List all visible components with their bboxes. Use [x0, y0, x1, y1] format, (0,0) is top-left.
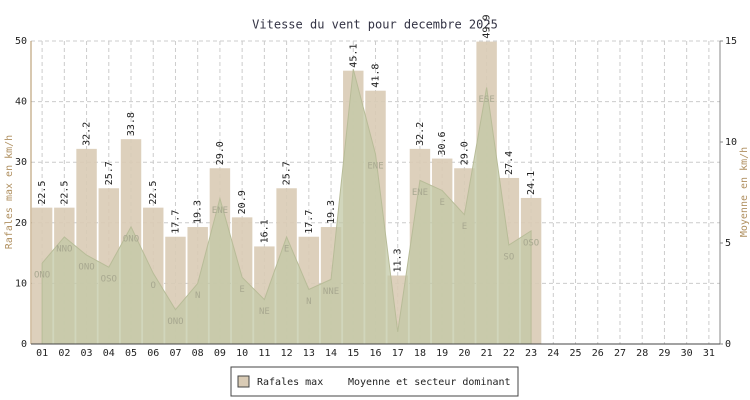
- x-tick-label: 29: [658, 348, 670, 359]
- sector-label: ONO: [78, 263, 94, 273]
- value-label: 29.0: [215, 141, 226, 165]
- sector-label: N: [195, 291, 200, 301]
- sector-label: NNO: [56, 244, 72, 254]
- chart-title: Vitesse du vent pour decembre 2025: [252, 18, 498, 32]
- x-tick-label: 10: [236, 348, 248, 359]
- value-label: 19.3: [326, 200, 337, 224]
- x-tick-label: 12: [281, 348, 293, 359]
- x-tick-label: 19: [436, 348, 448, 359]
- y-tick-label: 30: [15, 157, 27, 168]
- x-tick-label: 20: [458, 348, 470, 359]
- sector-label: E: [462, 222, 467, 232]
- x-tick-label: 08: [192, 348, 204, 359]
- x-tick-label: 17: [392, 348, 404, 359]
- legend-label: Rafales max: [257, 377, 323, 388]
- x-tick-label: 24: [547, 348, 559, 359]
- sector-label: ENE: [367, 162, 383, 172]
- value-label: 33.8: [126, 112, 137, 136]
- x-tick-label: 07: [169, 348, 181, 359]
- x-tick-label: 31: [703, 348, 715, 359]
- legend-swatch: [237, 375, 250, 388]
- sector-label: E: [439, 198, 444, 208]
- y2-tick-label: 5: [725, 238, 731, 249]
- x-tick-label: 18: [414, 348, 426, 359]
- y-tick-label: 10: [15, 278, 27, 289]
- y2-axis-label: Moyenne en km/h: [739, 147, 750, 237]
- value-label: 32.2: [82, 122, 93, 146]
- y-tick-label: 0: [21, 339, 27, 350]
- value-label: 27.4: [504, 151, 515, 175]
- value-label: 22.5: [59, 181, 70, 205]
- y-tick-label: 40: [15, 97, 27, 108]
- x-tick-label: 05: [125, 348, 137, 359]
- sector-label: ESE: [478, 95, 494, 105]
- x-tick-label: 22: [503, 348, 515, 359]
- sector-label: ENE: [212, 206, 228, 216]
- sector-label: NE: [259, 307, 270, 317]
- y2-tick-label: 10: [725, 137, 737, 148]
- x-tick-label: 02: [58, 348, 70, 359]
- y2-tick-label: 0: [725, 339, 731, 350]
- x-tick-label: 06: [147, 348, 159, 359]
- sector-label: SO: [503, 253, 514, 263]
- x-tick-label: 26: [592, 348, 604, 359]
- x-tick-label: 16: [369, 348, 381, 359]
- x-tick-label: 09: [214, 348, 226, 359]
- value-label: 25.7: [104, 161, 115, 185]
- y-tick-label: 50: [15, 36, 27, 47]
- sector-label: OSO: [523, 238, 539, 248]
- legend-box: [230, 366, 519, 397]
- x-tick-label: 03: [81, 348, 93, 359]
- sector-label: N: [306, 297, 311, 307]
- value-label: 16.1: [259, 219, 270, 243]
- x-tick-label: 04: [103, 348, 115, 359]
- value-label: 20.9: [237, 190, 248, 214]
- sector-label: ENE: [412, 188, 428, 198]
- value-label: 22.5: [37, 181, 48, 205]
- value-label: 32.2: [415, 122, 426, 146]
- value-label: 17.7: [170, 210, 181, 234]
- value-label: 24.1: [526, 171, 537, 195]
- x-tick-label: 01: [36, 348, 48, 359]
- x-tick-label: 13: [303, 348, 315, 359]
- y-tick-label: 20: [15, 218, 27, 229]
- value-label: 49.9: [482, 15, 493, 39]
- sector-label: NNE: [323, 287, 339, 297]
- x-tick-label: 15: [347, 348, 359, 359]
- legend-label: Moyenne et secteur dominant: [348, 377, 511, 388]
- sector-label: ONO: [167, 317, 183, 327]
- value-label: 41.8: [371, 64, 382, 88]
- x-tick-label: 30: [681, 348, 693, 359]
- sector-label: O: [151, 281, 156, 291]
- x-tick-label: 11: [258, 348, 270, 359]
- x-tick-label: 14: [325, 348, 337, 359]
- y2-tick-label: 15: [725, 36, 737, 47]
- y-axis-label: Rafales max en km/h: [4, 135, 15, 249]
- value-label: 11.3: [393, 248, 404, 272]
- value-label: 19.3: [193, 200, 204, 224]
- value-label: 29.0: [459, 141, 470, 165]
- value-label: 17.7: [304, 210, 315, 234]
- x-tick-label: 23: [525, 348, 537, 359]
- sector-label: ONO: [123, 234, 139, 244]
- sector-label: ONO: [34, 271, 50, 281]
- x-tick-label: 27: [614, 348, 626, 359]
- x-tick-label: 28: [636, 348, 648, 359]
- value-label: 30.6: [437, 131, 448, 155]
- sector-label: E: [239, 285, 244, 295]
- value-label: 25.7: [282, 161, 293, 185]
- area: [41, 69, 532, 345]
- x-tick-label: 25: [570, 348, 582, 359]
- x-tick-label: 21: [481, 348, 493, 359]
- value-label: 45.1: [348, 44, 359, 68]
- value-label: 22.5: [148, 181, 159, 205]
- sector-label: OSO: [101, 275, 117, 285]
- sector-label: E: [284, 244, 289, 254]
